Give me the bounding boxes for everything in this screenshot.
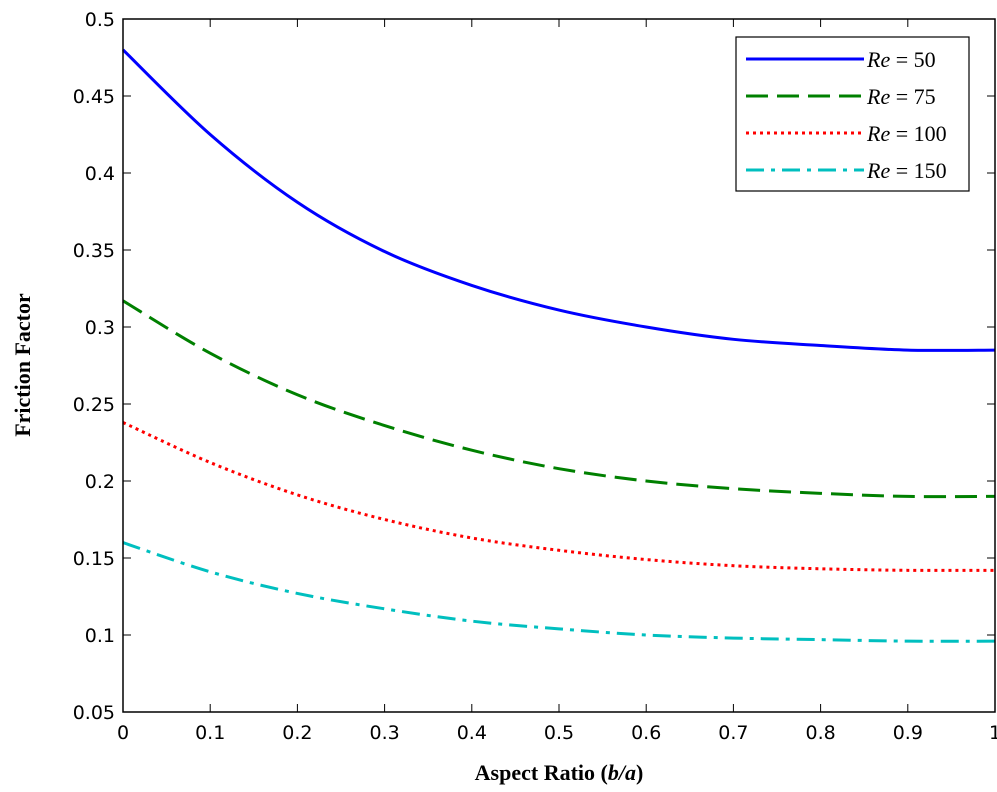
legend-label-variable: Re	[866, 47, 890, 72]
series-layer	[121, 48, 996, 643]
x-axis-title-variable: b/a	[608, 760, 636, 785]
x-axis-title-suffix: )	[636, 760, 643, 785]
x-axis-title: Aspect Ratio (b/a)	[475, 760, 644, 785]
y-tick-label: 0.1	[85, 625, 115, 647]
y-tick-label: 0.5	[85, 9, 115, 31]
legend-label: Re = 50	[866, 47, 936, 72]
legend-label-variable: Re	[866, 84, 890, 109]
legend-label: Re = 150	[866, 158, 947, 183]
legend-label-value: = 50	[890, 47, 935, 72]
legend-label-value: = 75	[890, 84, 935, 109]
axes-layer: 0 0.1 0.2 0.3 0.4 0.5 0.6 0.7 0.8 0.9 1 0.05 0.1 0.15…	[73, 9, 997, 744]
series-line-re-75	[122, 299, 996, 499]
y-tick-label: 0.2	[85, 471, 115, 493]
legend-label-value: = 100	[890, 121, 946, 146]
x-tick-label: 0.5	[544, 722, 574, 744]
x-tick-label: 0.9	[893, 722, 923, 744]
series-line-re-150	[122, 541, 996, 643]
x-axis-title-prefix: Aspect Ratio (	[475, 760, 608, 785]
x-tick-label: 0	[117, 722, 129, 744]
legend-label: Re = 75	[866, 84, 936, 109]
series-line-re-50	[121, 48, 996, 352]
y-tick-label: 0.3	[85, 317, 115, 339]
x-tick-label: 0.8	[805, 722, 835, 744]
y-tick-label: 0.35	[73, 240, 115, 262]
x-tick-label: 0.6	[631, 722, 661, 744]
x-tick-label: 0.1	[195, 722, 225, 744]
y-axis-title: Friction Factor	[10, 293, 35, 437]
y-tick-label: 0.15	[73, 548, 115, 570]
x-tick-label: 0.2	[282, 722, 312, 744]
y-tick-label: 0.45	[73, 86, 115, 108]
series-line-re-100	[122, 421, 996, 572]
legend-box	[735, 36, 970, 192]
x-tick-label: 0.3	[369, 722, 399, 744]
y-tick-label: 0.4	[85, 163, 115, 185]
legend-label-value: = 150	[890, 158, 946, 183]
x-tick-label: 0.7	[718, 722, 748, 744]
legend-label-variable: Re	[866, 121, 890, 146]
x-tick-label: 0.4	[457, 722, 487, 744]
legend-label: Re = 100	[866, 121, 947, 146]
y-tick-label: 0.05	[73, 702, 115, 724]
x-tick-label: 1	[989, 722, 997, 744]
legend-label-variable: Re	[866, 158, 890, 183]
y-tick-label: 0.25	[73, 394, 115, 416]
